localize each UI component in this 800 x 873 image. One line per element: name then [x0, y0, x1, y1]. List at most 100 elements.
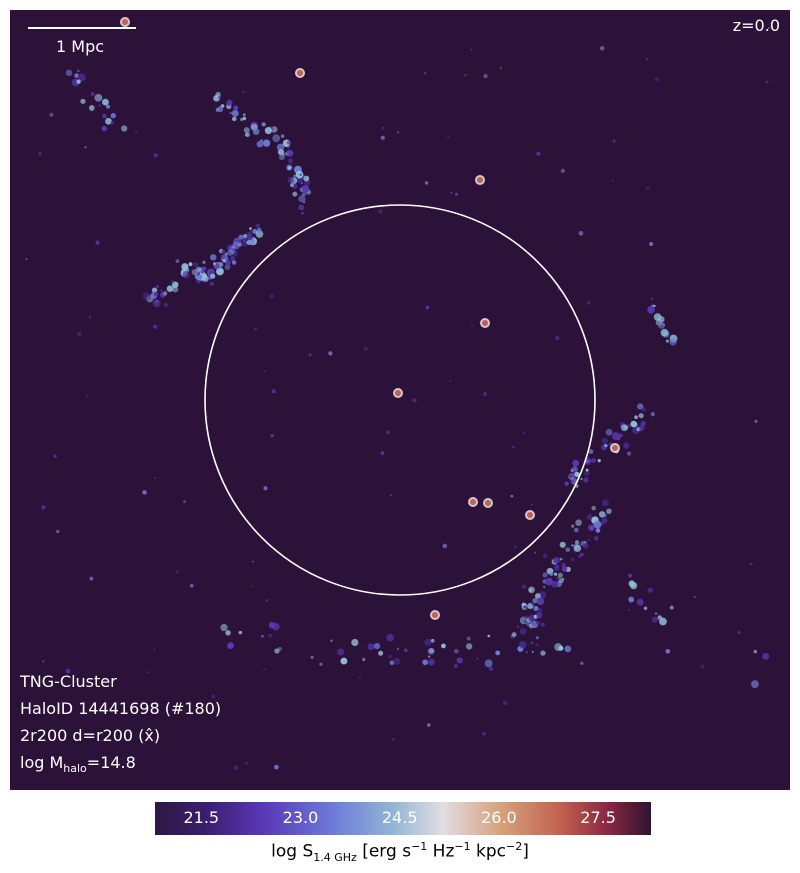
emission-blob	[142, 490, 147, 495]
emission-blob	[226, 99, 233, 106]
emission-blob	[65, 69, 73, 77]
emission-blob	[762, 652, 770, 660]
emission-blob	[182, 271, 190, 279]
emission-blob	[292, 115, 294, 118]
emission-blob	[171, 280, 175, 284]
colorbar: 21.5 23.0 24.5 26.0 27.5	[155, 802, 651, 835]
emission-blob	[540, 650, 546, 656]
emission-blob	[396, 647, 400, 651]
emission-blob	[255, 223, 260, 228]
emission-blob	[222, 258, 227, 263]
emission-blob	[249, 230, 253, 234]
emission-blob	[487, 634, 491, 638]
emission-blob	[654, 76, 659, 82]
emission-blob	[560, 168, 566, 174]
emission-blob	[470, 48, 473, 51]
emission-blob	[217, 95, 221, 100]
emission-blob	[767, 26, 770, 29]
emission-blob	[424, 638, 432, 646]
emission-blob	[476, 657, 479, 660]
emission-blob	[470, 324, 474, 327]
emission-blob	[265, 598, 269, 602]
emission-blob	[298, 195, 306, 203]
scalebar-line	[28, 27, 136, 29]
emission-blob	[134, 130, 138, 134]
emission-blob	[580, 477, 583, 481]
emission-blob	[629, 582, 638, 590]
emission-blob	[564, 645, 572, 653]
emission-blob	[380, 135, 385, 140]
emission-blob	[412, 398, 417, 403]
emission-blob	[272, 134, 281, 143]
emission-blob	[90, 92, 95, 96]
emission-blob	[647, 305, 655, 314]
emission-blob	[263, 370, 266, 373]
emission-blob	[274, 648, 280, 654]
emission-blob	[529, 588, 533, 592]
emission-blob	[38, 152, 42, 156]
emission-blob	[751, 680, 759, 689]
emission-blob	[464, 73, 467, 77]
emission-blob	[271, 622, 280, 631]
emission-blob	[80, 98, 86, 104]
emission-blob	[737, 630, 741, 635]
emission-blob	[559, 541, 566, 548]
emission-blob	[653, 304, 656, 307]
emission-blob	[101, 125, 108, 132]
emission-blob	[516, 625, 519, 628]
emission-blob	[499, 67, 502, 70]
emission-blob	[25, 257, 28, 261]
emission-blob	[141, 701, 145, 705]
emission-blob	[536, 621, 540, 625]
emission-blob	[191, 269, 198, 276]
emission-blob	[428, 658, 435, 666]
emission-blob	[586, 300, 591, 305]
emission-blob	[100, 739, 102, 742]
cb-label-prefix: log S	[271, 841, 314, 862]
emission-blob	[424, 72, 427, 75]
emission-blob	[455, 192, 458, 196]
emission-blob	[237, 238, 242, 243]
simulation-name: TNG-Cluster	[20, 671, 117, 691]
emission-blob	[454, 648, 459, 654]
emission-blob	[561, 566, 568, 572]
emission-blob	[373, 643, 381, 650]
emission-blob	[535, 643, 539, 647]
emission-blob	[568, 474, 573, 478]
emission-blob	[151, 287, 158, 293]
emission-blob	[606, 508, 612, 514]
emission-blob	[551, 580, 559, 588]
emission-blob	[578, 555, 581, 558]
emission-blob	[95, 240, 100, 245]
emission-blob	[525, 650, 529, 654]
emission-blob	[570, 557, 575, 562]
cb-label-end: ]	[522, 841, 529, 862]
emission-blob	[532, 603, 535, 606]
emission-blob	[531, 623, 534, 625]
emission-blob	[190, 584, 194, 588]
emission-blob	[649, 242, 654, 247]
emission-blob	[557, 572, 563, 578]
emission-blob	[542, 572, 548, 578]
emission-blob	[202, 260, 206, 264]
emission-blob	[224, 259, 231, 266]
emission-blob	[653, 313, 662, 321]
emission-blob	[526, 604, 529, 607]
emission-blob	[524, 620, 527, 623]
emission-blob	[163, 303, 168, 307]
emission-blob	[229, 112, 232, 115]
emission-blob	[659, 617, 667, 626]
emission-blob	[753, 649, 758, 654]
halo-id: HaloID 14441698 (#180)	[20, 698, 222, 718]
emission-blob	[427, 647, 435, 655]
emission-blob	[545, 577, 553, 586]
emission-blob	[403, 648, 408, 653]
emission-blob	[389, 660, 395, 666]
emission-blob	[171, 286, 179, 293]
emission-blob	[650, 297, 654, 301]
colorbar-tick: 26.0	[481, 808, 517, 827]
emission-blob	[426, 723, 431, 727]
emission-blob	[574, 527, 579, 533]
emission-blob	[540, 622, 545, 627]
emission-blob	[580, 661, 584, 665]
